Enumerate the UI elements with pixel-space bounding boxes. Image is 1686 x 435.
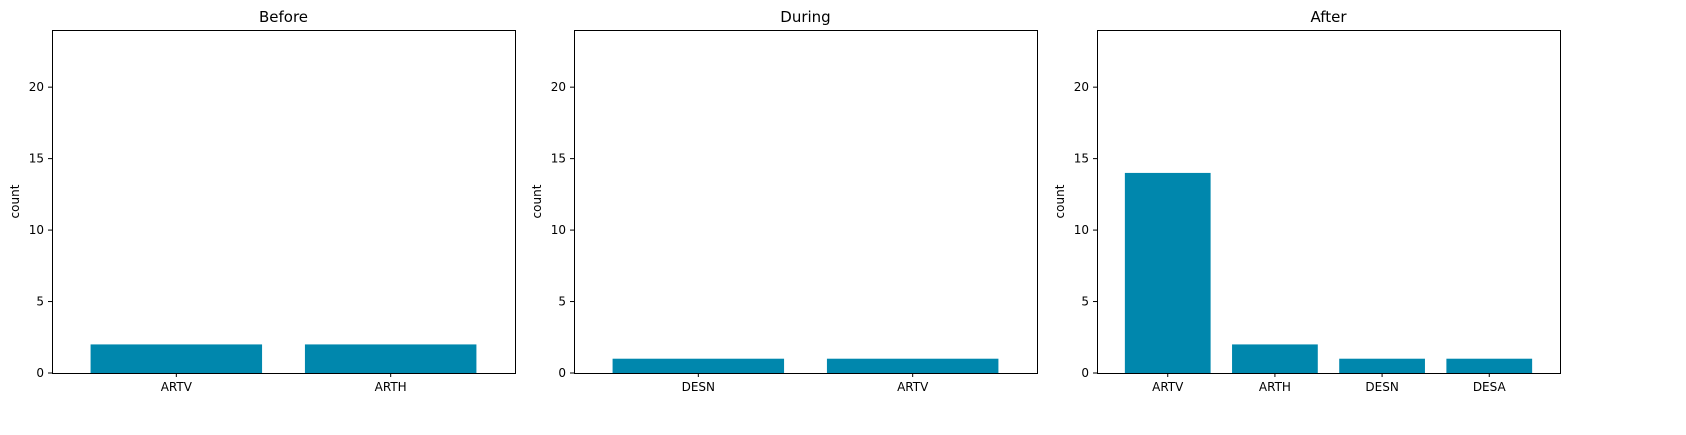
x-tick-label: DESN [682, 380, 715, 394]
x-tick-label: ARTH [375, 380, 407, 394]
y-tick-label: 0 [36, 366, 44, 380]
bar [90, 344, 263, 373]
bar [1339, 358, 1425, 373]
x-axis-ticks: ARTV ARTH [161, 373, 407, 394]
axes-frame [574, 30, 1038, 374]
bar [1232, 344, 1318, 373]
bar-group [1124, 172, 1533, 373]
y-tick-label: 15 [1074, 152, 1089, 166]
x-axis-ticks: DESN ARTV [682, 373, 929, 394]
x-axis-ticks: ARTV ARTH DESN DESA [1152, 373, 1506, 394]
y-axis-ticks: 0 5 10 15 20 [29, 80, 52, 380]
x-tick-label: DESA [1473, 380, 1507, 394]
bar [304, 344, 477, 373]
bar [1124, 172, 1211, 373]
chart-title: During [780, 8, 830, 26]
y-axis-label: count [530, 184, 544, 218]
y-tick-label: 10 [551, 223, 566, 237]
y-tick-label: 20 [551, 80, 566, 94]
x-tick-label: DESN [1365, 380, 1398, 394]
bar [1446, 358, 1533, 373]
y-axis-ticks: 0 5 10 15 20 [1074, 80, 1097, 380]
subplot-after: After count 0 5 10 15 20 ARTV ARTH DESN DESA [1053, 8, 1561, 394]
axes-frame [1097, 30, 1561, 374]
y-axis-ticks: 0 5 10 15 20 [551, 80, 574, 380]
y-tick-label: 5 [558, 295, 566, 309]
y-tick-label: 15 [29, 152, 44, 166]
y-tick-label: 5 [36, 295, 44, 309]
x-tick-label: ARTH [1259, 380, 1291, 394]
bar-group [612, 358, 999, 373]
y-tick-label: 20 [1074, 80, 1089, 94]
y-tick-label: 0 [1081, 366, 1089, 380]
y-tick-label: 5 [1081, 295, 1089, 309]
chart-title: Before [259, 8, 308, 26]
bar-group [90, 344, 477, 373]
y-tick-label: 0 [558, 366, 566, 380]
y-axis-label: count [8, 184, 22, 218]
y-tick-label: 15 [551, 152, 566, 166]
subplot-before: Before count 0 5 10 15 20 ARTV ARTH [8, 8, 516, 394]
x-tick-label: ARTV [161, 380, 193, 394]
y-axis-label: count [1053, 184, 1067, 218]
subplot-during: During count 0 5 10 15 20 DESN ARTV [530, 8, 1038, 394]
y-tick-label: 10 [1074, 223, 1089, 237]
x-tick-label: ARTV [897, 380, 929, 394]
x-tick-label: ARTV [1152, 380, 1184, 394]
axes-frame [52, 30, 516, 374]
y-tick-label: 20 [29, 80, 44, 94]
y-tick-label: 10 [29, 223, 44, 237]
chart-title: After [1310, 8, 1347, 26]
bar [826, 358, 999, 373]
bar [612, 358, 785, 373]
